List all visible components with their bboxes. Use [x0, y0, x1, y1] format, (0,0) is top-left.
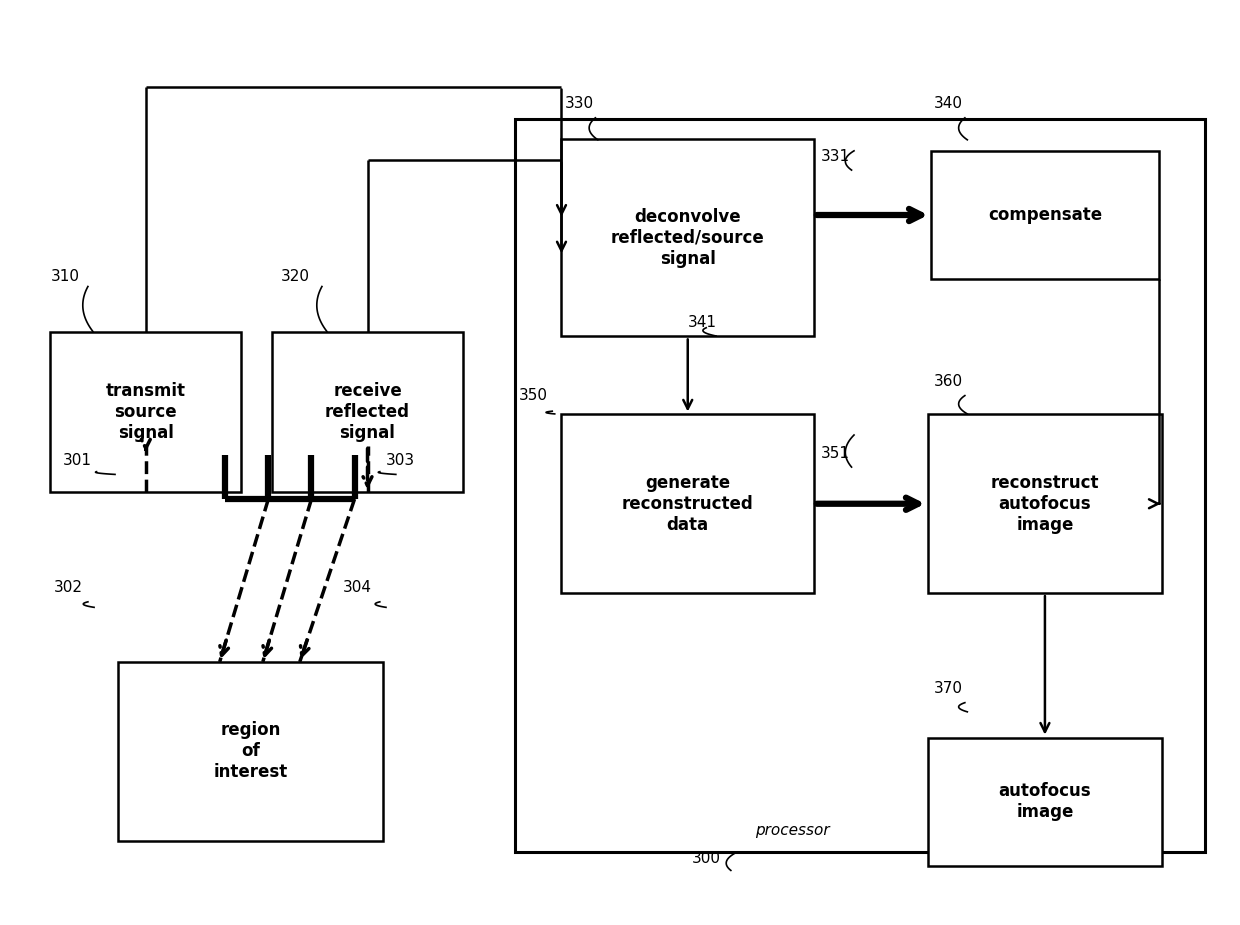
Text: compensate: compensate — [988, 206, 1102, 224]
Text: generate
reconstructed
data: generate reconstructed data — [622, 474, 754, 534]
Text: 302: 302 — [53, 580, 82, 596]
Text: 360: 360 — [934, 375, 963, 389]
Text: 341: 341 — [688, 314, 717, 329]
Text: deconvolve
reflected/source
signal: deconvolve reflected/source signal — [611, 208, 765, 267]
Text: 351: 351 — [821, 446, 849, 461]
Text: 304: 304 — [343, 580, 372, 596]
Bar — [51, 332, 242, 492]
Text: autofocus
image: autofocus image — [998, 783, 1091, 821]
Bar — [928, 414, 1162, 593]
Text: 340: 340 — [934, 96, 963, 111]
Text: 310: 310 — [51, 269, 79, 284]
Text: 350: 350 — [520, 388, 548, 403]
Text: reconstruct
autofocus
image: reconstruct autofocus image — [991, 474, 1099, 534]
Bar — [516, 118, 1205, 852]
Bar — [928, 737, 1162, 866]
Bar — [562, 140, 813, 337]
Text: 301: 301 — [63, 453, 92, 468]
Bar — [118, 662, 383, 841]
Text: processor: processor — [755, 823, 830, 838]
Text: 300: 300 — [692, 851, 720, 866]
Bar — [931, 151, 1159, 279]
Text: region
of
interest: region of interest — [213, 722, 288, 781]
Bar — [562, 414, 813, 593]
Bar — [272, 332, 463, 492]
Text: 330: 330 — [564, 96, 594, 111]
Text: 331: 331 — [821, 149, 849, 164]
Text: 370: 370 — [934, 681, 963, 697]
Text: receive
reflected
signal: receive reflected signal — [325, 382, 410, 442]
Text: transmit
source
signal: transmit source signal — [105, 382, 186, 442]
Text: 320: 320 — [281, 269, 310, 284]
Text: 303: 303 — [386, 453, 415, 468]
